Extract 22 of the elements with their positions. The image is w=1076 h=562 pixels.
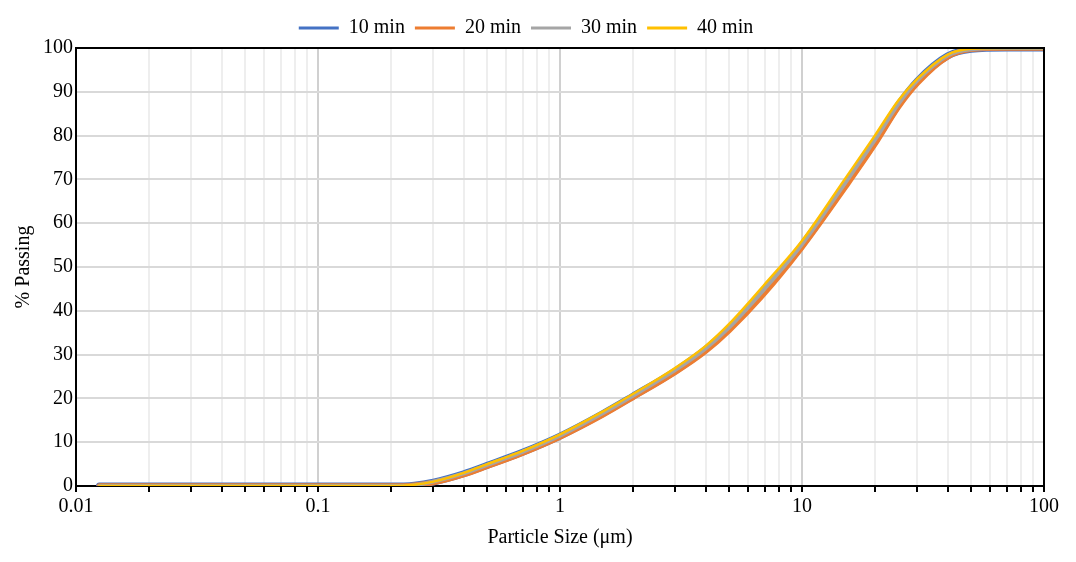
legend-label: 40 min [697, 15, 754, 38]
x-tick-label: 1 [555, 494, 565, 517]
y-tick-label: 70 [53, 166, 73, 189]
y-tick-label: 50 [53, 254, 73, 277]
x-tick-label: 0.1 [305, 494, 331, 517]
y-tick-label: 10 [53, 429, 73, 452]
legend-label: 10 min [348, 15, 405, 38]
legend-label: 30 min [581, 15, 638, 38]
y-tick-label: 30 [53, 341, 73, 364]
y-tick-label: 60 [53, 210, 73, 233]
x-tick-label: 0.01 [58, 494, 94, 517]
x-tick-label: 100 [1029, 494, 1059, 517]
x-tick-label: 10 [792, 494, 812, 517]
y-axis-title: % Passing [11, 225, 35, 309]
y-tick-label: 0 [63, 473, 73, 496]
y-tick-label: 90 [53, 79, 73, 102]
x-axis-title: Particle Size (μm) [487, 525, 633, 549]
y-tick-label: 100 [43, 35, 73, 58]
y-tick-label: 40 [53, 298, 73, 321]
y-tick-label: 20 [53, 385, 73, 408]
y-tick-label: 80 [53, 122, 73, 145]
legend-label: 20 min [464, 15, 522, 38]
